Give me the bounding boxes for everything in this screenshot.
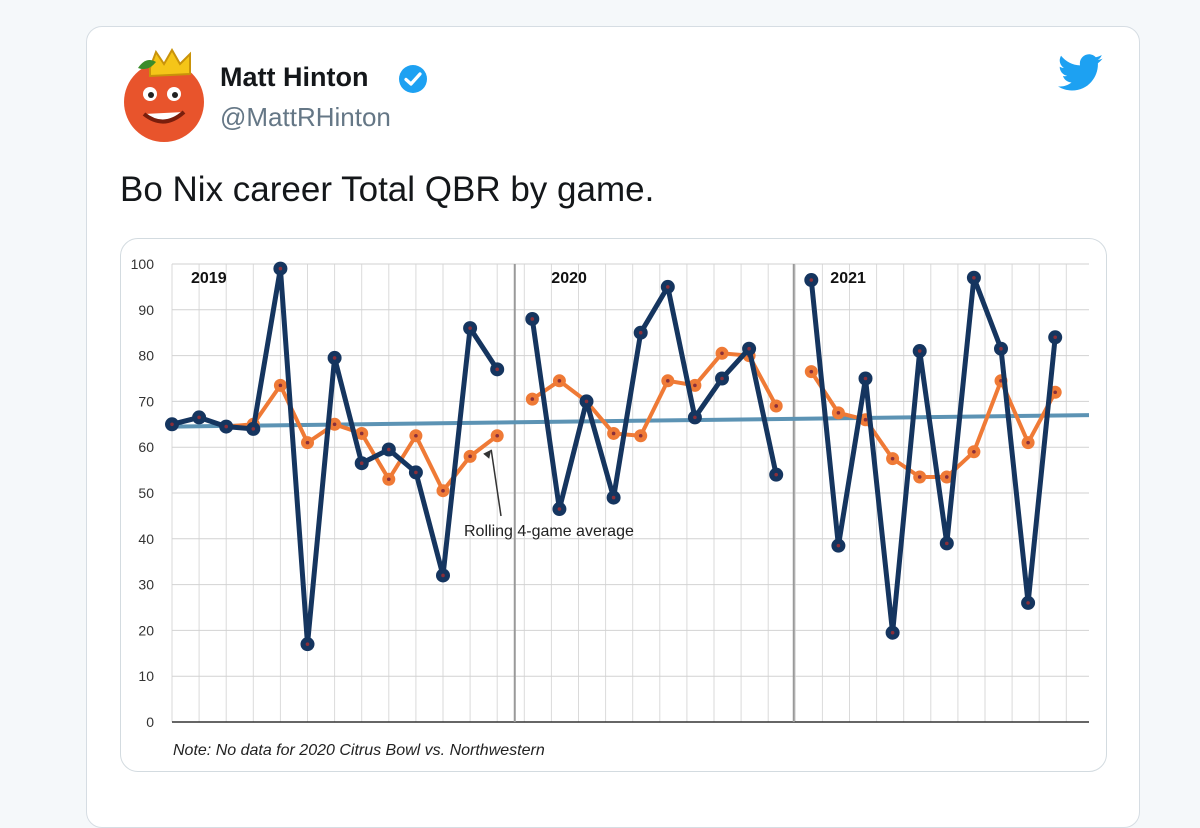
qbr-point-center [359, 461, 364, 466]
qbr-line [529, 284, 779, 512]
annotation-arrow [490, 449, 502, 517]
qbr-point-center [468, 326, 472, 330]
y-tick-label: 80 [138, 348, 154, 364]
verified-badge-icon [399, 65, 427, 93]
qbr-point-center [693, 415, 697, 420]
rolling-average-point-center [720, 351, 724, 356]
y-tick-label: 10 [138, 668, 154, 684]
season-label: 2021 [830, 270, 866, 287]
twitter-bird-icon[interactable] [1058, 54, 1104, 92]
y-tick-label: 90 [138, 302, 154, 318]
qbr-point-center [774, 472, 778, 477]
season-label: 2020 [551, 270, 587, 287]
author-handle[interactable]: @MattRHinton [220, 102, 391, 132]
qbr-line [808, 275, 1058, 636]
rolling-average-point-center [359, 431, 364, 436]
y-tick-label: 0 [146, 714, 154, 730]
rolling-average-point-center [387, 477, 391, 482]
rolling-average-point-center [917, 475, 922, 479]
rolling-average-point-center [278, 383, 283, 388]
qbr-point-center [251, 427, 256, 431]
qbr-point-center [890, 630, 895, 635]
y-tick-label: 30 [138, 577, 154, 593]
rolling-average-point-center [332, 422, 337, 427]
qbr-point-center [836, 543, 841, 548]
qbr-point-center [666, 285, 670, 289]
qbr-point-center [917, 349, 922, 353]
rolling-average-point-center [836, 411, 841, 415]
qbr-point-center [305, 642, 310, 646]
y-tick-label: 70 [138, 393, 154, 409]
qbr-point-center [747, 346, 751, 351]
annotation-arrowhead [483, 449, 492, 459]
qbr-point-center [224, 424, 228, 429]
rolling-average-point-center [557, 378, 562, 383]
qbr-point-center [387, 447, 391, 452]
tweet-text: Bo Nix career Total QBR by game. [120, 170, 655, 209]
y-tick-label: 50 [138, 485, 154, 501]
rolling-average-point-center [305, 440, 310, 445]
rolling-average-point-center [495, 433, 500, 438]
qbr-chart: 0 10 20 30 40 50 60 70 80 90 100 2019 2020 2021 Rollin… [131, 256, 1090, 730]
qbr-point-center [638, 330, 643, 335]
rolling-average-line [531, 351, 778, 438]
qbr-point-center [809, 278, 814, 282]
rolling-average-point-center [945, 475, 949, 479]
rolling-average-point-center [638, 433, 643, 438]
qbr-point-center [278, 266, 283, 271]
rolling-average-point-center [972, 449, 976, 454]
y-tick-label: 20 [138, 622, 154, 638]
rolling-average-line [809, 370, 1057, 479]
rolling-average-point-center [774, 404, 778, 408]
rolling-average-point-center [468, 454, 472, 459]
rolling-average-point-center [441, 488, 445, 493]
qbr-point-center [1026, 601, 1030, 605]
avatar[interactable] [120, 46, 208, 146]
qbr-point-center [495, 367, 500, 372]
rolling-average-point-center [809, 369, 814, 374]
qbr-point-center [441, 573, 445, 578]
qbr-point-center [197, 415, 201, 420]
season-label: 2019 [191, 270, 227, 287]
y-tick-label: 60 [138, 439, 154, 455]
qbr-point-center [720, 376, 724, 381]
rolling-average-point-center [611, 431, 616, 436]
rolling-average-point-center [693, 383, 697, 388]
rolling-average-point-center [530, 397, 535, 401]
rolling-average-point-center [1026, 440, 1030, 445]
trend-line [171, 413, 1090, 429]
qbr-point-center [999, 346, 1003, 351]
rolling-average-point-center [890, 456, 895, 461]
qbr-point-center [972, 275, 976, 280]
rolling-average-point-center [1053, 390, 1057, 395]
y-tick-label: 100 [131, 256, 155, 272]
qbr-point-center [557, 507, 562, 511]
qbr-point-center [170, 422, 174, 427]
qbr-point-center [611, 495, 616, 500]
y-tick-label: 40 [138, 531, 154, 547]
rolling-average-point-center [666, 378, 670, 383]
chart-note: Note: No data for 2020 Citrus Bowl vs. N… [173, 742, 545, 759]
qbr-point-center [530, 317, 535, 321]
rolling-average-point-center [414, 433, 418, 438]
qbr-point-center [584, 399, 589, 404]
qbr-point-center [1053, 335, 1057, 340]
tweet-media-chart[interactable]: 0 10 20 30 40 50 60 70 80 90 100 2019 2020 2021 Rollin… [120, 238, 1107, 772]
annotation-label: Rolling 4-game average [464, 523, 634, 540]
rolling-average-point-center [863, 417, 868, 422]
qbr-point-center [863, 376, 868, 381]
qbr-point-center [945, 541, 949, 546]
qbr-point-center [414, 470, 418, 475]
qbr-point-center [332, 356, 337, 360]
author-name[interactable]: Matt Hinton [220, 62, 369, 92]
